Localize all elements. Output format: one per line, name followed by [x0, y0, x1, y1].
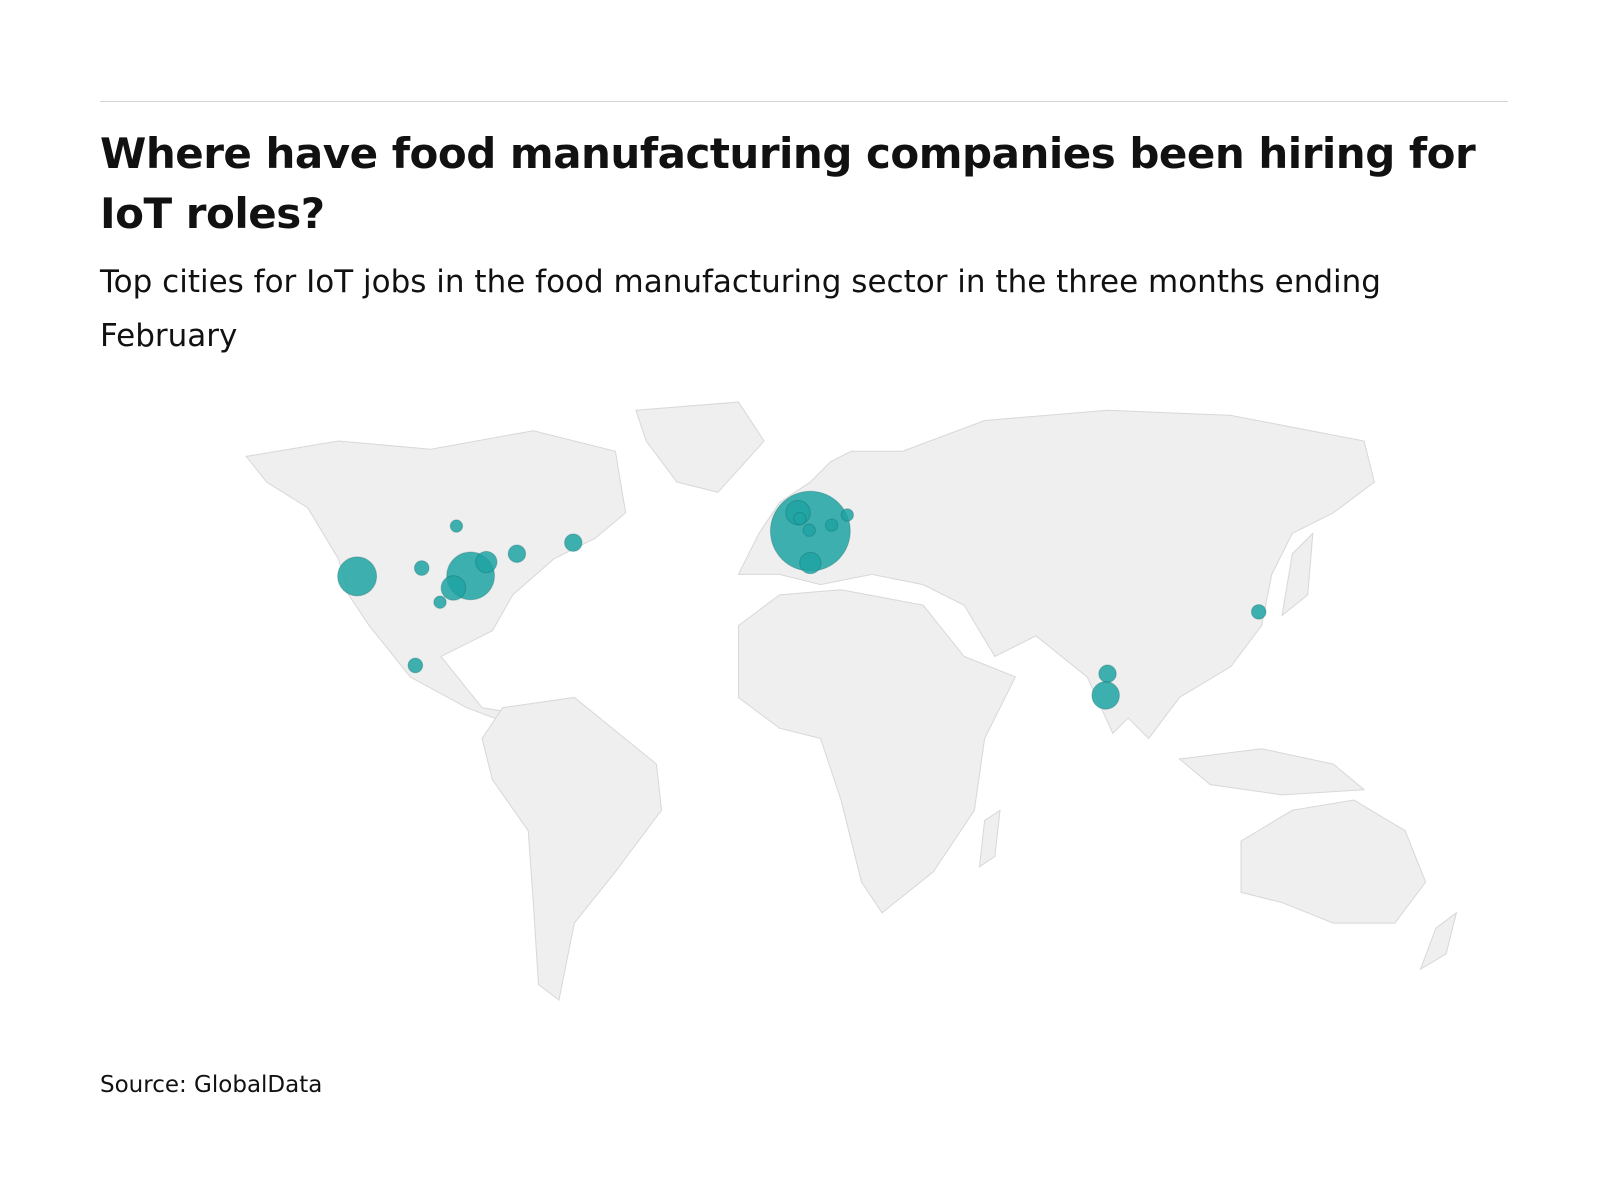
city-bubble	[1091, 681, 1120, 710]
city-bubble	[449, 519, 464, 533]
chart-title: Where have food manufacturing companies …	[100, 129, 1476, 238]
indonesia	[1178, 748, 1366, 796]
city-bubble	[564, 533, 583, 552]
new-zealand	[1419, 911, 1458, 971]
city-bubble	[475, 550, 498, 574]
africa	[737, 589, 1017, 914]
city-bubble	[824, 518, 839, 532]
city-bubble	[1250, 604, 1267, 620]
city-bubble	[337, 556, 378, 597]
source-note: Source: GlobalData	[100, 1072, 323, 1098]
city-bubble	[433, 595, 447, 609]
north-america	[245, 430, 627, 724]
land	[245, 401, 1458, 1001]
top-rule	[100, 101, 1508, 102]
madagascar	[978, 809, 1001, 868]
city-bubble	[793, 512, 807, 526]
city-bubble	[802, 523, 816, 537]
greenland	[635, 401, 765, 493]
eurasia	[737, 409, 1375, 740]
bubbles	[337, 490, 1267, 710]
city-bubble	[440, 575, 467, 601]
city-bubble	[407, 657, 424, 674]
japan	[1281, 531, 1314, 617]
city-bubble	[413, 560, 430, 576]
city-bubble	[1098, 664, 1117, 683]
chart-subtitle: Top cities for IoT jobs in the food manu…	[100, 264, 1381, 354]
city-bubble	[840, 508, 854, 522]
australia	[1240, 799, 1427, 924]
city-bubble	[799, 551, 822, 575]
city-bubble	[507, 544, 527, 563]
south-america	[481, 696, 663, 1001]
